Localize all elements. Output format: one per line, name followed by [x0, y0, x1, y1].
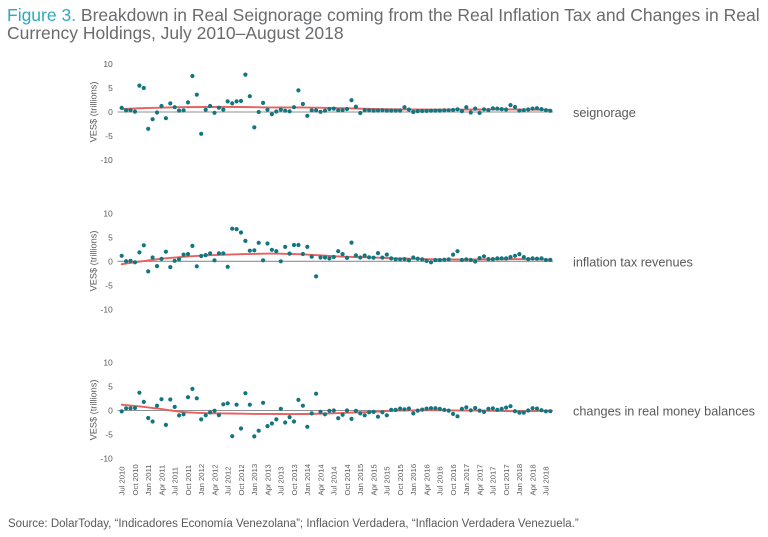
svg-text:Jan 2017: Jan 2017 — [462, 464, 471, 496]
svg-text:Jul 2016: Jul 2016 — [436, 466, 445, 495]
svg-text:5: 5 — [108, 382, 113, 392]
svg-text:Jul 2015: Jul 2015 — [383, 466, 392, 495]
svg-text:Oct 2010: Oct 2010 — [131, 464, 140, 495]
svg-text:10: 10 — [103, 59, 113, 69]
svg-text:Oct 2012: Oct 2012 — [237, 464, 246, 495]
svg-text:Jan 2014: Jan 2014 — [303, 463, 312, 495]
svg-text:Oct 2014: Oct 2014 — [343, 464, 352, 496]
svg-text:VES$ (trillions): VES$ (trillions) — [88, 380, 98, 441]
svg-text:changes in real money balances: changes in real money balances — [573, 405, 755, 419]
svg-text:Jan 2012: Jan 2012 — [197, 464, 206, 496]
svg-text:10: 10 — [103, 358, 113, 368]
svg-text:Apr 2017: Apr 2017 — [475, 464, 484, 495]
svg-text:Jul 2017: Jul 2017 — [489, 466, 498, 495]
svg-text:-5: -5 — [105, 430, 113, 440]
svg-text:Apr 2014: Apr 2014 — [316, 464, 325, 496]
svg-text:-10: -10 — [101, 155, 114, 165]
svg-text:Jul 2013: Jul 2013 — [277, 466, 286, 495]
svg-text:Apr 2018: Apr 2018 — [528, 464, 537, 495]
svg-text:Apr 2011: Apr 2011 — [157, 465, 166, 496]
svg-text:inflation tax revenues: inflation tax revenues — [573, 255, 693, 269]
svg-text:Apr 2016: Apr 2016 — [422, 464, 431, 495]
svg-text:5: 5 — [108, 83, 113, 93]
svg-text:Apr 2015: Apr 2015 — [369, 464, 378, 495]
svg-text:Jul 2018: Jul 2018 — [542, 466, 551, 495]
svg-text:Jul 2012: Jul 2012 — [224, 466, 233, 495]
svg-text:0: 0 — [108, 107, 113, 117]
svg-text:VES$ (trillions): VES$ (trillions) — [88, 82, 98, 143]
svg-text:0: 0 — [108, 406, 113, 416]
svg-text:Jan 2018: Jan 2018 — [515, 464, 524, 496]
svg-text:seignorage: seignorage — [573, 106, 636, 120]
svg-text:Oct 2013: Oct 2013 — [290, 464, 299, 495]
svg-text:-5: -5 — [105, 131, 113, 141]
svg-text:Jan 2015: Jan 2015 — [356, 464, 365, 496]
svg-text:-5: -5 — [105, 281, 113, 291]
svg-text:Jul 2014: Jul 2014 — [330, 466, 339, 496]
svg-text:Jan 2016: Jan 2016 — [409, 464, 418, 496]
svg-text:Currency Holdings, July 2010–A: Currency Holdings, July 2010–August 2018 — [7, 23, 344, 43]
svg-text:VES$ (trillions): VES$ (trillions) — [88, 231, 98, 292]
svg-text:Apr 2013: Apr 2013 — [263, 464, 272, 495]
svg-text:Figure 3. Breakdown in Real Se: Figure 3. Breakdown in Real Seignorage c… — [7, 5, 760, 25]
svg-text:-10: -10 — [101, 305, 114, 315]
svg-text:10: 10 — [103, 209, 113, 219]
svg-text:Oct 2015: Oct 2015 — [396, 464, 405, 495]
svg-text:-10: -10 — [101, 454, 114, 464]
svg-text:Source: DolarToday, “Indicador: Source: DolarToday, “Indicadores Economí… — [8, 518, 579, 530]
svg-text:Oct 2011: Oct 2011 — [184, 465, 193, 496]
svg-text:Jul 2010: Jul 2010 — [118, 466, 127, 495]
svg-text:Jan 2013: Jan 2013 — [250, 464, 259, 496]
svg-text:0: 0 — [108, 257, 113, 267]
svg-text:Oct 2017: Oct 2017 — [502, 464, 511, 495]
svg-text:5: 5 — [108, 233, 113, 243]
svg-text:Apr 2012: Apr 2012 — [210, 464, 219, 495]
svg-text:Oct 2016: Oct 2016 — [449, 464, 458, 495]
svg-text:Jan 2011: Jan 2011 — [144, 464, 153, 495]
svg-text:Jul 2011: Jul 2011 — [171, 467, 180, 496]
